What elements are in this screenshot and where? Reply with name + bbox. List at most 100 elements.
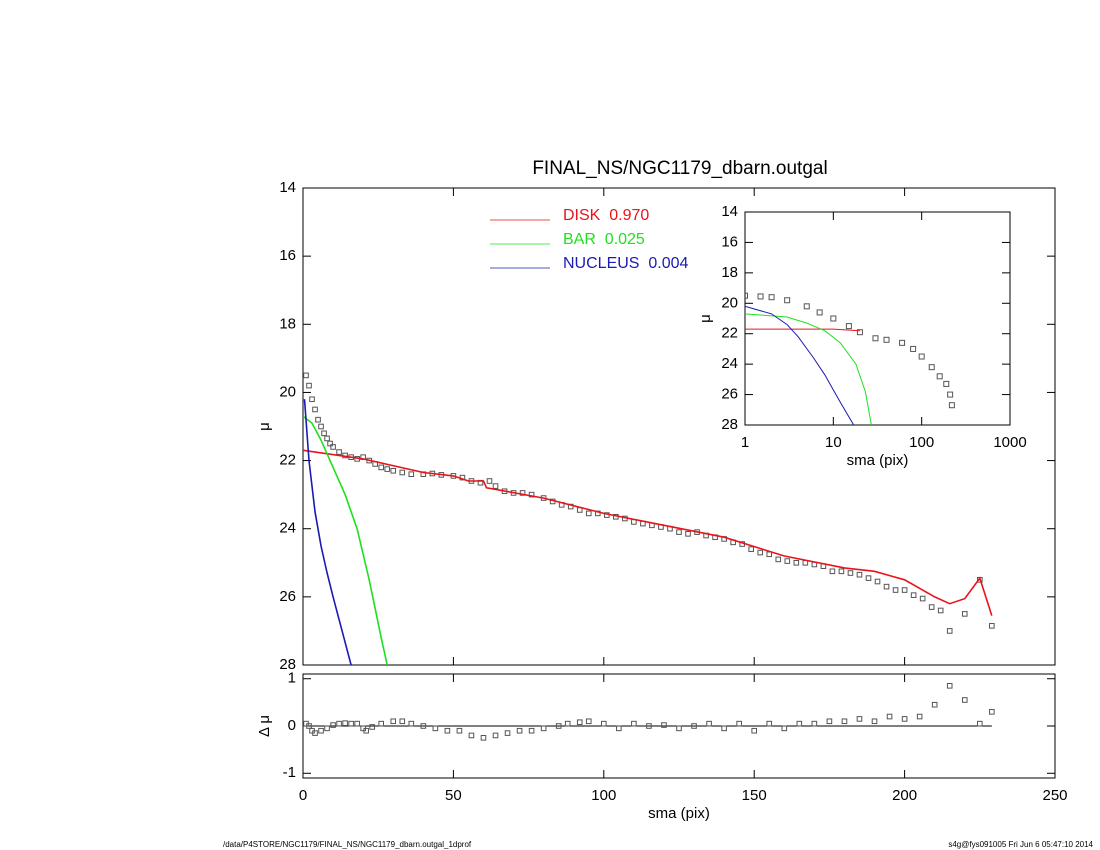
- data-point: [399, 469, 406, 476]
- data-point: [919, 595, 926, 602]
- data-point: [811, 720, 818, 727]
- data-point: [928, 604, 935, 610]
- legend-label: NUCLEUS 0.004: [563, 255, 688, 272]
- data-point: [856, 716, 863, 722]
- data-point: [369, 724, 375, 730]
- data-point: [826, 718, 833, 725]
- legend-label: BAR 0.025: [563, 231, 645, 248]
- data-point: [408, 471, 415, 477]
- data-point: [766, 551, 773, 558]
- model-line: [303, 415, 388, 665]
- data-point: [886, 713, 893, 720]
- data-point: [378, 720, 385, 727]
- model-line: [745, 313, 872, 425]
- y-tick-label: 24: [279, 520, 296, 537]
- data-point: [899, 339, 906, 346]
- data-point: [946, 683, 953, 689]
- x-tick-label: 1000: [993, 434, 1026, 451]
- data-point: [342, 720, 348, 726]
- data-point: [872, 335, 879, 342]
- data-point: [363, 727, 369, 734]
- y-tick-label: 14: [279, 179, 296, 196]
- data-point: [420, 723, 427, 729]
- data-point: [564, 720, 571, 727]
- data-point: [871, 718, 878, 725]
- data-point: [378, 464, 385, 471]
- data-point: [989, 709, 995, 715]
- plot-frame: [302, 187, 1056, 666]
- y-tick-label: 28: [721, 416, 738, 433]
- data-point: [931, 701, 938, 708]
- data-point: [444, 727, 451, 734]
- y-axis-label: μ: [256, 422, 273, 431]
- data-point: [883, 336, 890, 343]
- y-tick-label: 16: [721, 233, 738, 250]
- data-point: [321, 430, 327, 437]
- data-point: [324, 725, 330, 732]
- data-point: [631, 720, 637, 727]
- data-point: [432, 725, 439, 732]
- data-point: [327, 440, 333, 447]
- data-point: [901, 587, 908, 593]
- data-point: [910, 592, 917, 598]
- data-point: [318, 423, 324, 430]
- y-tick-label: 28: [279, 656, 296, 673]
- data-point: [768, 294, 775, 301]
- data-point: [354, 720, 360, 727]
- data-point: [330, 444, 336, 450]
- data-point: [390, 718, 397, 725]
- plot-area: [745, 292, 955, 425]
- data-point: [303, 372, 309, 379]
- data-point: [315, 416, 321, 423]
- data-point: [336, 449, 342, 455]
- plot-frame: [744, 211, 1011, 426]
- data-point: [936, 373, 943, 380]
- data-point: [977, 720, 983, 727]
- data-point: [384, 466, 391, 472]
- data-point: [757, 293, 764, 300]
- data-point: [456, 727, 463, 734]
- x-tick-label: 150: [742, 787, 767, 804]
- x-tick-label: 100: [591, 787, 616, 804]
- data-point: [856, 329, 863, 336]
- data-point: [943, 380, 950, 387]
- data-point: [721, 725, 727, 732]
- y-tick-label: 18: [721, 264, 738, 281]
- data-point: [585, 718, 592, 725]
- y-tick-label: 16: [279, 247, 296, 264]
- data-point: [856, 571, 863, 578]
- model-line: [303, 449, 993, 616]
- data-point: [793, 559, 800, 566]
- data-point: [691, 723, 697, 729]
- data-point: [318, 727, 324, 734]
- data-point: [399, 718, 406, 725]
- data-point: [408, 720, 415, 727]
- data-point: [504, 730, 511, 736]
- x-axis-label: sma (pix): [648, 805, 710, 822]
- data-point: [676, 725, 682, 732]
- data-point: [865, 575, 872, 581]
- data-point: [874, 578, 881, 585]
- data-point: [829, 568, 836, 575]
- data-point: [838, 568, 845, 575]
- data-point: [748, 546, 754, 552]
- data-point: [540, 725, 547, 732]
- data-point: [468, 732, 475, 739]
- data-point: [312, 730, 318, 736]
- data-point: [948, 402, 955, 409]
- data-point: [312, 406, 318, 413]
- y-tick-label: 26: [721, 386, 738, 403]
- y-tick-label: 20: [279, 383, 296, 400]
- data-point: [989, 623, 995, 629]
- data-point: [910, 345, 917, 352]
- data-point: [918, 353, 925, 360]
- data-point: [961, 611, 968, 617]
- data-point: [486, 478, 493, 484]
- data-point: [336, 720, 342, 727]
- data-point: [845, 323, 852, 330]
- data-point: [555, 723, 562, 729]
- data-point: [803, 303, 810, 310]
- data-point: [745, 292, 748, 299]
- model-line: [745, 328, 860, 332]
- data-point: [601, 720, 607, 727]
